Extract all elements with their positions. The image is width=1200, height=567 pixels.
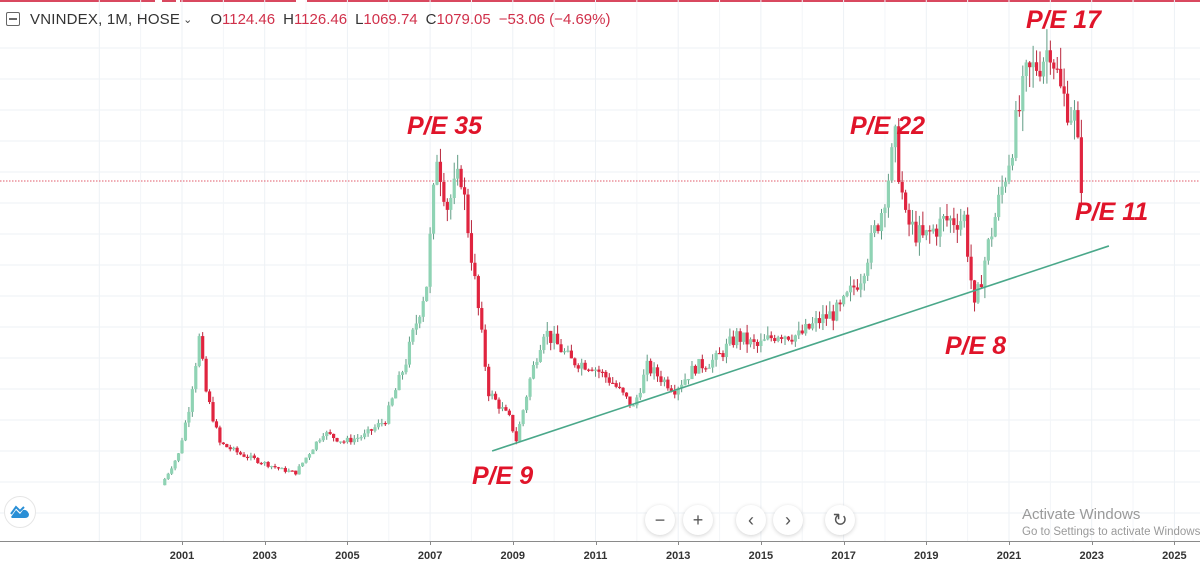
x-tick-mark (182, 541, 183, 545)
x-tick-label: 2003 (252, 550, 277, 562)
time-axis-line (0, 541, 1200, 542)
pe-annotation-2022-peak: P/E 17 (1026, 6, 1102, 34)
x-tick-label: 2005 (335, 550, 360, 562)
x-tick-label: 2007 (417, 550, 443, 562)
x-tick-label: 2009 (500, 550, 526, 562)
close-key: C (425, 10, 437, 28)
activate-windows-title: Activate Windows (1022, 506, 1141, 523)
pe-annotation-2018: P/E 22 (850, 112, 926, 140)
low-value: 1069.74 (363, 10, 418, 28)
price-chart[interactable] (0, 0, 1200, 545)
zoom-out-button[interactable]: − (645, 505, 675, 535)
x-tick-mark (926, 541, 928, 545)
low-key: L (355, 10, 364, 28)
x-tick-label: 2017 (831, 550, 856, 562)
x-tick-label: 2013 (665, 550, 691, 562)
x-tick-mark (347, 541, 349, 545)
scroll-left-button[interactable]: ‹ (736, 505, 766, 535)
open-value: 1124.46 (222, 10, 276, 28)
x-tick-label: 2025 (1162, 550, 1187, 562)
pe-annotation-2022-now: P/E 11 (1075, 198, 1149, 226)
collapse-legend-icon[interactable] (6, 12, 20, 26)
chevron-down-icon[interactable]: ⌄ (183, 13, 193, 26)
close-value: 1079.05 (436, 10, 491, 28)
x-tick-mark (512, 541, 514, 545)
x-tick-mark (1009, 541, 1010, 545)
tradingview-logo-button[interactable] (4, 496, 36, 528)
x-tick-mark (430, 541, 432, 545)
change-value: −53.06 (−4.69%) (498, 10, 611, 28)
symbol-name[interactable]: VNINDEX, 1M, HOSE (30, 10, 181, 28)
reset-chart-button[interactable]: ↻ (825, 505, 855, 535)
high-value: 1126.46 (293, 10, 348, 28)
scroll-right-button[interactable]: › (773, 505, 803, 535)
x-tick-mark (678, 541, 680, 545)
high-key: H (283, 10, 294, 28)
top-border (0, 0, 1200, 3)
open-key: O (210, 10, 222, 28)
zoom-in-button[interactable]: + (683, 505, 713, 535)
pe-annotation-2009: P/E 9 (472, 462, 534, 490)
x-tick-label: 2023 (1079, 550, 1104, 562)
x-tick-label: 2011 (583, 550, 608, 562)
activate-windows-subtitle: Go to Settings to activate Windows. (1022, 526, 1200, 538)
x-tick-mark (843, 541, 845, 545)
x-tick-label: 2001 (169, 550, 195, 562)
pe-annotation-2020: P/E 8 (945, 332, 1007, 360)
x-tick-mark (264, 541, 266, 545)
x-tick-label: 2015 (748, 550, 774, 562)
tradingview-cloud-icon (10, 505, 29, 518)
x-tick-mark (760, 541, 762, 545)
x-tick-mark (1091, 541, 1093, 545)
x-tick-mark (595, 541, 597, 545)
x-tick-mark (1174, 541, 1176, 545)
x-tick-label: 2019 (914, 550, 939, 562)
x-tick-label: 2021 (996, 550, 1022, 562)
pe-annotation-2007: P/E 35 (407, 112, 483, 140)
